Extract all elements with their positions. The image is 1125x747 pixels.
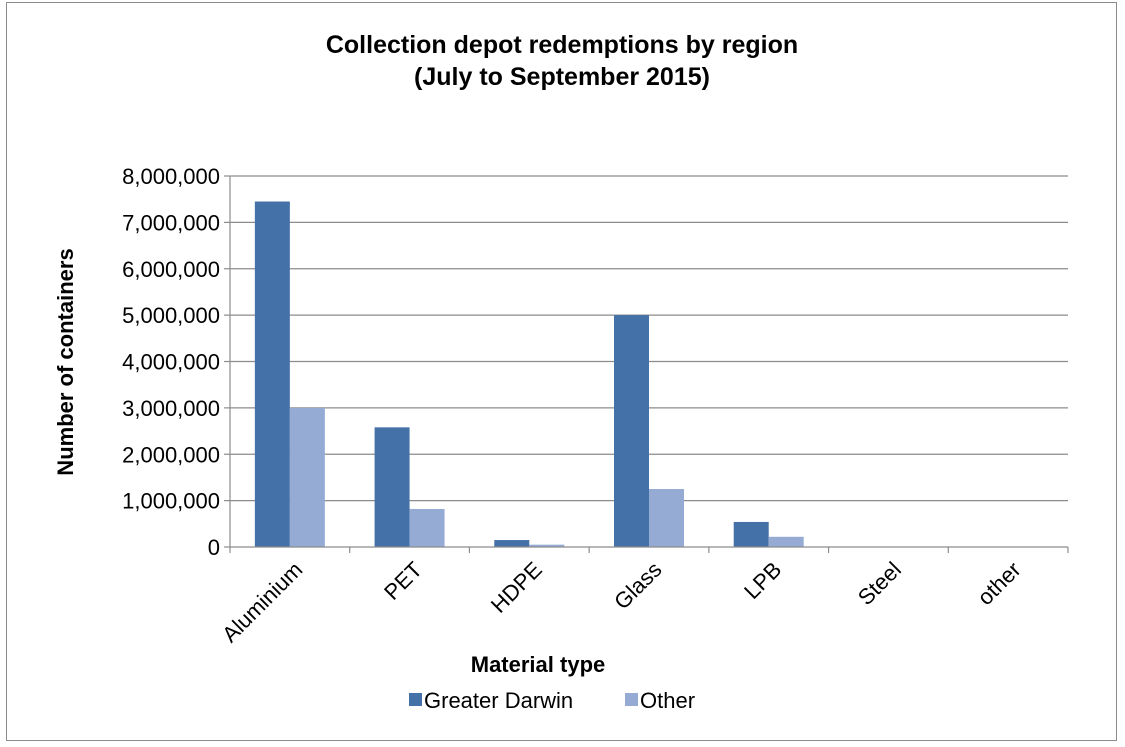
bar-aluminium-other (289, 407, 325, 547)
legend-label-greater-darwin: Greater Darwin (424, 688, 573, 713)
chart-title-line-1: Collection depot redemptions by region (326, 31, 798, 59)
x-tick-label-pet: PET (379, 557, 427, 605)
y-tick-label: 0 (208, 535, 220, 560)
y-tick-label: 3,000,000 (122, 396, 220, 421)
y-tick-label: 7,000,000 (122, 210, 220, 235)
x-tick-label-glass: Glass (609, 557, 666, 614)
legend-swatch-greater-darwin (409, 693, 422, 706)
y-axis-title: Number of containers (53, 248, 78, 475)
y-tick-label: 5,000,000 (122, 303, 220, 328)
bar-hdpe-other (529, 544, 565, 547)
y-tick-label: 1,000,000 (122, 489, 220, 514)
y-tick-label: 8,000,000 (122, 164, 220, 189)
x-axis-title: Material type (471, 652, 606, 677)
bars (254, 201, 804, 547)
bar-aluminium-greater-darwin (254, 201, 290, 547)
bar-pet-other (409, 508, 445, 547)
x-tick-label-aluminium: Aluminium (217, 557, 307, 647)
bar-pet-greater-darwin (374, 427, 410, 547)
x-tick-label-other: other (973, 557, 1026, 610)
y-tick-label: 6,000,000 (122, 257, 220, 282)
chart-title-line-2: (July to September 2015) (414, 63, 710, 91)
y-tick-label: 4,000,000 (122, 350, 220, 375)
bar-glass-other (649, 489, 684, 547)
legend: Greater Darwin Other (409, 688, 695, 713)
x-tick-label-hdpe: HDPE (486, 557, 547, 618)
x-tick-label-lpb: LPB (739, 557, 786, 604)
y-tick-label: 2,000,000 (122, 442, 220, 467)
bar-lpb-other (768, 536, 804, 547)
chart-frame (6, 2, 1117, 741)
x-tick-label-steel: Steel (853, 557, 906, 610)
bar-hdpe-greater-darwin (494, 540, 530, 547)
legend-swatch-other (625, 693, 638, 706)
axes (229, 176, 1069, 553)
bar-glass-greater-darwin (614, 315, 649, 547)
y-tick-labels: 0 1,000,000 2,000,000 3,000,000 4,000,000 5,0… (122, 164, 220, 560)
bar-lpb-greater-darwin (733, 521, 769, 547)
x-tick-labels: Aluminium PET HDPE Glass LPB Steel other (217, 557, 1026, 647)
legend-label-other: Other (640, 688, 695, 713)
